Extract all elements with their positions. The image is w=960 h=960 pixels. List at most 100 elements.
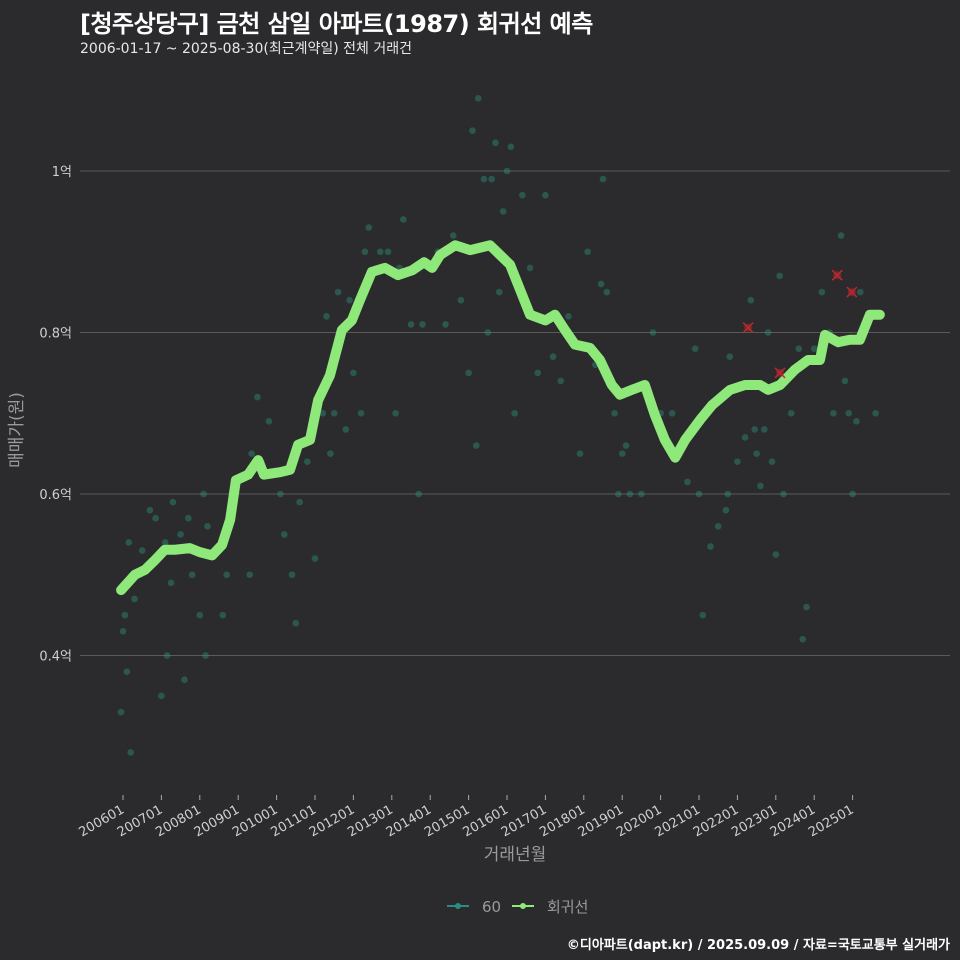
scatter-point	[292, 619, 300, 627]
scatter-point	[125, 539, 133, 546]
scatter-point	[442, 321, 449, 328]
scatter-point	[722, 506, 730, 514]
scatter-point	[615, 490, 622, 498]
scatter-point	[254, 393, 261, 401]
scatter-point	[849, 490, 856, 498]
outlier-marker	[846, 286, 858, 298]
scatter-point	[724, 490, 732, 498]
scatter-point	[334, 288, 342, 296]
scatter-point	[837, 232, 845, 239]
scatter-point	[138, 547, 146, 554]
scatter-point	[277, 490, 284, 498]
regression-line	[116, 240, 885, 596]
scatter-point	[872, 409, 879, 417]
scatter-point	[638, 490, 645, 498]
scatter-point	[760, 426, 768, 433]
scatter-point	[764, 329, 772, 336]
y-tick-label: 0.4억	[39, 650, 72, 665]
scatter-point	[219, 611, 227, 619]
scatter-point	[400, 216, 407, 223]
scatter-point	[549, 353, 557, 361]
scatter-point	[803, 603, 810, 611]
chart-subtitle: 2006-01-17 ~ 2025-08-30(최근계약일) 전체 거래건	[80, 41, 412, 57]
scatter-point	[123, 668, 131, 675]
y-axis-label: 매매가(원)	[7, 392, 27, 468]
outlier-marker	[742, 322, 754, 334]
scatter-point	[365, 224, 373, 231]
scatter-point	[845, 409, 853, 417]
scatter-point	[376, 248, 384, 256]
scatter-point	[181, 676, 188, 684]
scatter-point	[830, 409, 837, 417]
legend-label: 60	[482, 898, 501, 916]
outlier-marker	[774, 367, 786, 379]
scatter-point	[691, 345, 699, 352]
scatter-point	[741, 434, 749, 441]
scatter-point	[496, 288, 503, 296]
scatter-point	[280, 531, 288, 538]
scatter-point	[795, 345, 803, 352]
scatter-point	[626, 490, 634, 498]
scatter-point	[415, 490, 422, 498]
scatter-point	[121, 611, 129, 619]
scatter-point	[350, 369, 357, 377]
scatter-point	[419, 321, 426, 328]
legend-dot-icon	[455, 903, 461, 909]
scatter-point	[327, 450, 334, 457]
scatter-point	[707, 543, 714, 550]
scatter-point	[265, 418, 273, 425]
scatter-point	[557, 377, 565, 385]
scatter-point	[753, 450, 760, 457]
scatter-point	[202, 652, 209, 659]
scatter-point	[488, 175, 495, 183]
scatter-point	[695, 490, 703, 498]
outlier-x-icon	[846, 286, 858, 298]
scatter-point	[776, 272, 783, 280]
scatter-point	[311, 555, 319, 562]
scatter-point	[841, 377, 849, 385]
scatter-point	[323, 313, 330, 320]
scatter-point	[169, 498, 177, 506]
scatter-point	[499, 208, 507, 215]
scatter-point	[158, 692, 165, 700]
scatter-point	[384, 248, 392, 256]
scatter-point	[684, 478, 691, 486]
scatter-point	[799, 636, 806, 643]
scatter-point	[223, 571, 230, 579]
scatter-point	[200, 490, 207, 498]
scatter-point	[649, 329, 657, 336]
scatter-point	[167, 579, 175, 587]
scatter-point	[184, 514, 192, 522]
scatter-point	[246, 571, 254, 579]
scatter-point	[392, 409, 399, 417]
scatter-point	[714, 523, 722, 530]
legend-item: 회귀선	[512, 898, 588, 916]
scatter-point	[204, 523, 211, 530]
scatter-point	[119, 627, 127, 635]
scatter-point	[319, 409, 326, 417]
scatter-point	[304, 458, 311, 466]
scatter-point	[480, 175, 488, 183]
scatter-point	[611, 409, 618, 417]
scatter-point	[131, 595, 138, 603]
chart-title: [청주상당구] 금천 삼일 아파트(1987) 회귀선 예측	[80, 10, 593, 38]
scatter-point	[818, 288, 826, 296]
scatter-point	[576, 450, 584, 457]
legend-dot-icon	[520, 903, 526, 909]
scatter-point	[772, 551, 780, 558]
scatter-point	[407, 321, 415, 328]
y-tick-label: 0.6억	[39, 488, 72, 503]
scatter-point	[751, 426, 758, 433]
scatter-point	[519, 191, 526, 199]
scatter-point	[346, 296, 353, 304]
scatter-point	[146, 506, 154, 514]
legend-label: 회귀선	[547, 898, 588, 916]
scatter-point	[152, 514, 159, 522]
scatter-point	[288, 571, 296, 579]
scatter-point	[668, 409, 676, 417]
scatter-point	[296, 498, 303, 506]
scatter-point	[597, 280, 605, 288]
scatter-point	[747, 296, 755, 304]
scatter-point	[726, 353, 734, 361]
